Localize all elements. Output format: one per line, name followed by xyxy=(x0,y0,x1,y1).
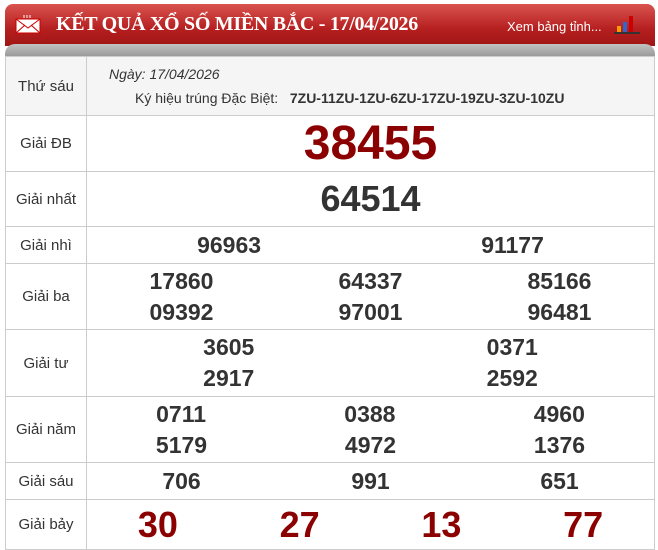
prize-number: 13 xyxy=(421,503,462,545)
prize-row-ba: Giải ba 17860 64337 85166 09392 97001 96481 xyxy=(5,263,655,330)
header-bar xyxy=(5,4,655,46)
prize-number: 96481 xyxy=(527,298,592,325)
prize-label: Giải năm xyxy=(5,396,87,463)
prize-number: 96963 xyxy=(197,231,262,258)
prize-number: 2592 xyxy=(486,365,538,391)
info-row: Thứ sáu Ngày: 17/04/2026 Ký hiệu trúng Đ… xyxy=(5,56,655,116)
prize-row-bay: Giải bảy 30 27 13 77 xyxy=(5,499,655,550)
prize-label: Giải bảy xyxy=(5,499,87,550)
prize-number: 85166 xyxy=(527,267,592,294)
prize-number: 64337 xyxy=(338,267,403,294)
prize-row-nhat: Giải nhất 64514 xyxy=(5,171,655,227)
special-code-value: 7ZU-11ZU-1ZU-6ZU-17ZU-19ZU-3ZU-10ZU xyxy=(289,90,565,106)
results-table: Thứ sáu Ngày: 17/04/2026 Ký hiệu trúng Đ… xyxy=(5,56,655,550)
prize-number: 991 xyxy=(351,467,390,494)
view-province-table-link[interactable]: Xem bảng tỉnh... xyxy=(507,19,602,34)
prize-row-nam: Giải năm 0711 0388 4960 5179 4972 1376 xyxy=(5,396,655,463)
prize-number: 27 xyxy=(279,503,320,545)
prize-number: 651 xyxy=(540,467,579,494)
prize-number: 77 xyxy=(563,503,604,545)
prize-label: Giải ĐB xyxy=(5,115,87,172)
header-divider xyxy=(5,44,655,56)
envelope-icon xyxy=(15,15,41,34)
prize-number: 97001 xyxy=(338,298,403,325)
prize-number: 2917 xyxy=(203,365,255,391)
prize-number: 64514 xyxy=(320,178,421,219)
prize-label: Giải tư xyxy=(5,329,87,397)
prize-number: 0371 xyxy=(486,334,538,360)
prize-label: Giải ba xyxy=(5,263,87,330)
page-title: KẾT QUẢ XỔ SỐ MIỀN BẮC - 17/04/2026 xyxy=(56,13,418,35)
weekday: Thứ sáu xyxy=(5,56,87,116)
draw-date: Ngày: 17/04/2026 xyxy=(109,66,220,82)
prize-number: 30 xyxy=(137,503,178,545)
prize-number: 1376 xyxy=(533,431,586,458)
prize-row-sau: Giải sáu 706 991 651 xyxy=(5,462,655,500)
prize-number: 4972 xyxy=(344,431,397,458)
prize-row-db: Giải ĐB 38455 xyxy=(5,115,655,172)
prize-label: Giải nhất xyxy=(5,171,87,227)
bar-chart-icon[interactable] xyxy=(614,14,640,34)
prize-number: 09392 xyxy=(149,298,214,325)
prize-row-tu: Giải tư 3605 0371 2917 2592 xyxy=(5,329,655,397)
prize-number: 38455 xyxy=(303,117,438,170)
prize-number: 91177 xyxy=(481,231,544,258)
prize-number: 3605 xyxy=(203,334,255,360)
prize-number: 0711 xyxy=(156,400,207,427)
prize-label: Giải nhì xyxy=(5,226,87,264)
prize-number: 5179 xyxy=(155,431,208,458)
prize-number: 4960 xyxy=(533,400,585,427)
prize-row-nhi: Giải nhì 96963 91177 xyxy=(5,226,655,264)
special-code-label: Ký hiệu trúng Đặc Biệt: xyxy=(135,90,279,106)
prize-number: 0388 xyxy=(344,400,396,427)
prize-label: Giải sáu xyxy=(5,462,87,500)
prize-number: 706 xyxy=(162,467,201,494)
prize-number: 17860 xyxy=(149,267,214,294)
